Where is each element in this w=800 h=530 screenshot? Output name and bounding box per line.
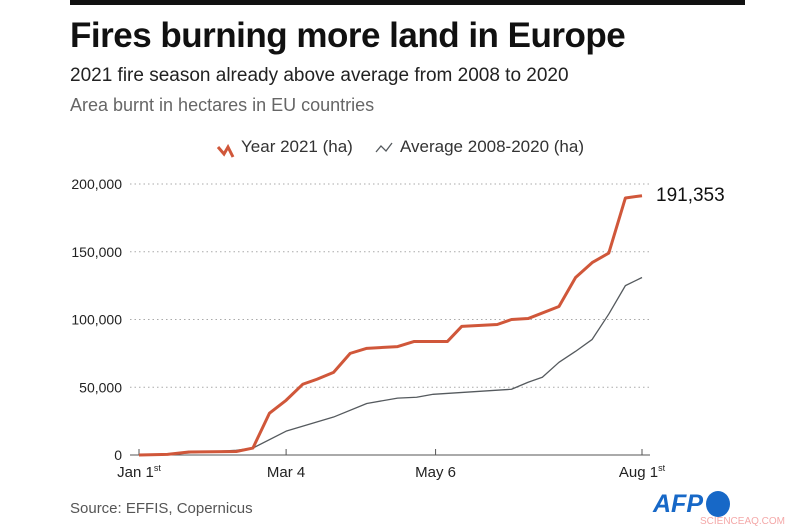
top-rule <box>70 0 745 5</box>
afp-logo: AFP <box>653 490 703 518</box>
legend-label-2021: Year 2021 (ha) <box>241 137 353 156</box>
series-line-average <box>138 276 643 456</box>
watermark: SCIENCEAQ.COM <box>700 516 786 527</box>
series-line-2021 <box>138 194 643 457</box>
legend-swatch-2021 <box>216 143 235 158</box>
y-tick-label: 50,000 <box>79 379 122 395</box>
y-tick-label: 100,000 <box>71 312 122 328</box>
y-tick-label: 200,000 <box>71 176 122 192</box>
y-tick-label: 0 <box>114 447 122 463</box>
legend-swatch-average <box>375 142 393 153</box>
x-tick-label: Jan 1st <box>117 463 161 481</box>
x-tick-label: Aug 1st <box>619 463 666 481</box>
chart-description: Area burnt in hectares in EU countries <box>70 95 375 115</box>
chart-title: Fires burning more land in Europe <box>70 16 626 55</box>
end-value-label: 191,353 <box>656 185 725 206</box>
legend-label-average: Average 2008-2020 (ha) <box>400 137 584 156</box>
x-tick-label: May 6 <box>415 464 456 481</box>
source-note: Source: EFFIS, Copernicus <box>70 500 253 517</box>
x-tick-label: Mar 4 <box>267 464 305 481</box>
y-tick-label: 150,000 <box>71 244 122 260</box>
chart-subtitle: 2021 fire season already above average f… <box>70 65 569 86</box>
afp-logo-dot <box>706 491 730 517</box>
